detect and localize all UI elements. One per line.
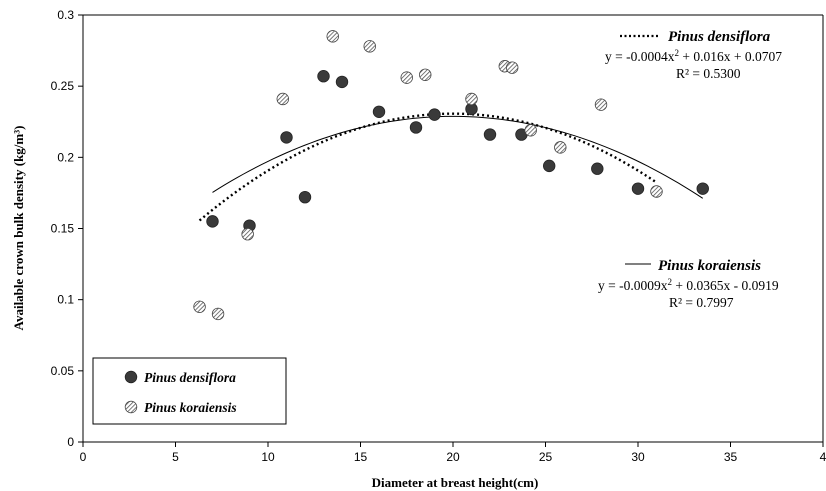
koraiensis-point <box>506 61 519 74</box>
legend-label-koraiensis: Pinus koraiensis <box>144 400 237 415</box>
legend-marker-densiflora <box>124 370 138 384</box>
legend-label-densiflora: Pinus densiflora <box>144 370 236 385</box>
densiflora-point <box>280 131 293 144</box>
x-tick-label: 15 <box>354 450 368 464</box>
densiflora-equation-block: Pinus densiflora y = -0.0004x2 + 0.016x … <box>605 29 782 81</box>
koraiensis-point <box>524 124 537 137</box>
densiflora-point <box>335 75 349 89</box>
densiflora-point <box>206 215 219 228</box>
densiflora-point <box>631 182 645 195</box>
y-tick-label: 0.25 <box>51 79 75 93</box>
koraiensis-point <box>326 30 339 43</box>
x-tick-label: 35 <box>724 450 738 464</box>
y-tick-label: 0.3 <box>57 8 74 22</box>
x-axis-title: Diameter at breast height(cm) <box>372 475 539 490</box>
koraiensis-trend-line <box>212 115 704 199</box>
legend-marker-koraiensis <box>124 400 138 414</box>
koraiensis-point <box>594 98 608 111</box>
koraiensis-point <box>419 68 432 81</box>
koraiensis-point <box>554 141 567 154</box>
koraiensis-point <box>211 307 225 321</box>
y-tick-label: 0.1 <box>57 293 74 307</box>
x-tick-label: 0 <box>80 450 87 464</box>
koraiensis-equation-block: Pinus koraiensis y = -0.0009x2 + 0.0365x… <box>598 258 779 310</box>
koraiensis-point <box>363 40 376 53</box>
densiflora-point <box>317 70 330 83</box>
koraiensis-point <box>193 300 206 313</box>
koraiensis-equation: y = -0.0009x2 + 0.0365x - 0.0919 <box>598 277 779 293</box>
y-tick-label: 0.05 <box>51 364 75 378</box>
koraiensis-point <box>650 185 663 198</box>
data-points <box>193 30 709 321</box>
koraiensis-point <box>241 227 254 241</box>
densiflora-point <box>543 159 556 173</box>
x-ticks: 0 5 10 15 20 25 30 35 4 <box>80 442 826 464</box>
densiflora-point <box>483 128 497 141</box>
densiflora-point <box>591 162 604 175</box>
densiflora-equation: y = -0.0004x2 + 0.016x + 0.0707 <box>605 48 782 64</box>
x-tick-label: 10 <box>261 450 275 464</box>
y-tick-label: 0 <box>67 435 74 449</box>
y-tick-label: 0.15 <box>51 222 75 236</box>
x-tick-label: 20 <box>446 450 460 464</box>
koraiensis-point <box>465 92 478 106</box>
y-ticks: 0 0.05 0.1 0.15 0.2 0.25 0.3 <box>51 8 83 449</box>
koraiensis-point <box>400 71 413 84</box>
legend: Pinus densiflora Pinus koraiensis <box>92 357 287 425</box>
densiflora-point <box>696 182 709 195</box>
y-tick-label: 0.2 <box>57 150 74 164</box>
y-axis-title: Available crown bulk density (kg/m³) <box>11 126 26 331</box>
densiflora-trend-line <box>198 112 658 222</box>
trend-lines <box>198 112 704 222</box>
koraiensis-r2: R² = 0.7997 <box>669 295 734 310</box>
x-tick-label: 30 <box>631 450 645 464</box>
densiflora-point <box>372 105 386 118</box>
legend-box <box>92 357 287 425</box>
densiflora-r2: R² = 0.5300 <box>676 66 741 81</box>
densiflora-point <box>409 121 423 134</box>
x-tick-label: 25 <box>539 450 553 464</box>
koraiensis-equation-title: Pinus koraiensis <box>658 258 761 274</box>
koraiensis-point <box>276 92 290 106</box>
densiflora-point <box>428 108 441 121</box>
x-tick-label: 4 <box>820 450 826 464</box>
densiflora-equation-title: Pinus densiflora <box>668 29 771 45</box>
densiflora-point <box>298 190 312 204</box>
x-tick-label: 5 <box>172 450 179 464</box>
